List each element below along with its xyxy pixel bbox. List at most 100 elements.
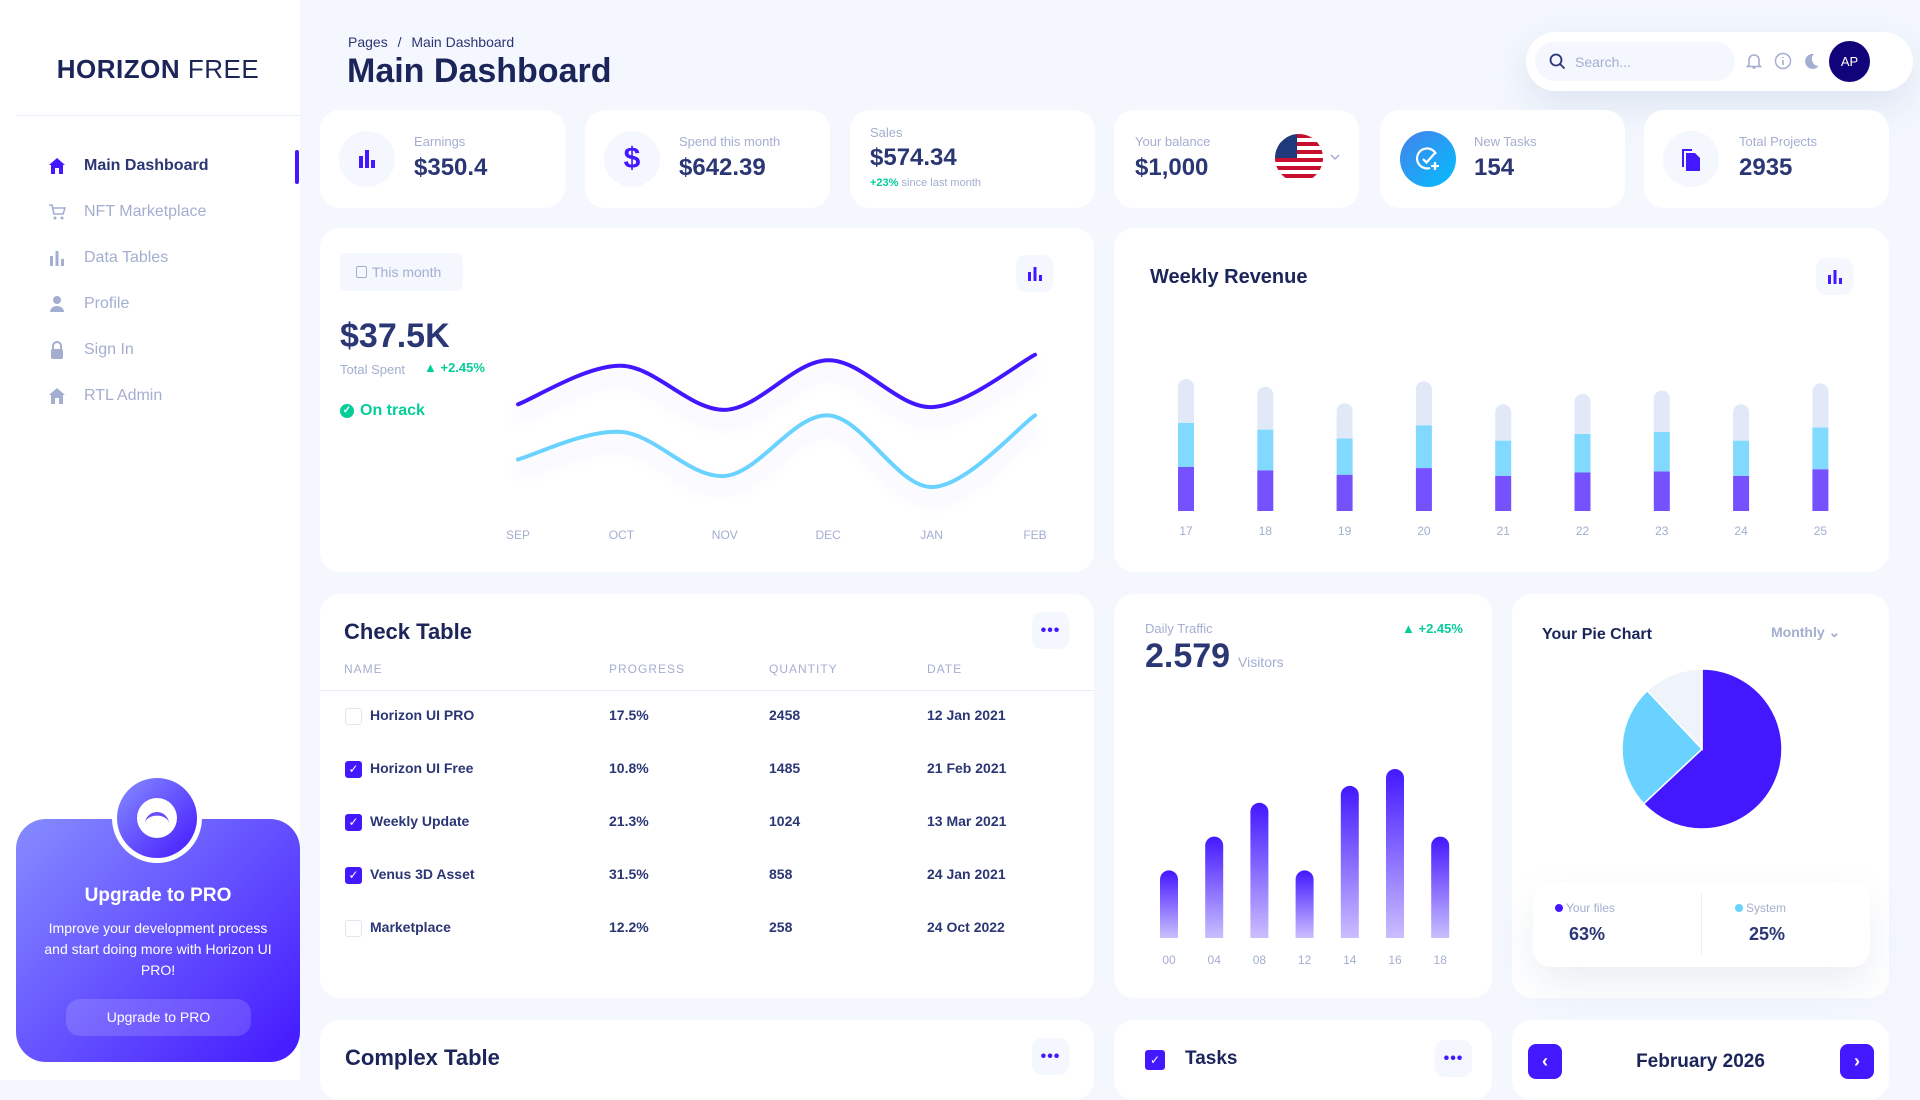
bar-segment [1415,468,1432,511]
row-checkbox[interactable] [345,708,362,725]
tasks-menu-button[interactable]: ••• [1435,1040,1472,1077]
calendar-month: February 2026 [1636,1051,1765,1072]
sidebar-item-sign-in[interactable]: Sign In [48,335,134,365]
stat-card-earnings: Earnings $350.4 [320,110,565,208]
cell-date: 24 Jan 2021 [927,866,1006,882]
upgrade-title: Upgrade to PRO [84,885,232,906]
check-circle-icon: ✓ [340,404,354,418]
bar-chart-icon [1027,266,1042,281]
bell-icon[interactable] [1746,52,1762,70]
column-header[interactable]: NAME [344,662,383,676]
bar-segment [1812,383,1829,428]
bar-segment [1336,403,1353,439]
period-button[interactable]: This month [340,253,463,291]
bar-segment [1178,379,1194,423]
search-input[interactable]: Search... [1535,42,1735,81]
row-checkbox[interactable]: ✓ [345,814,362,831]
bar-chart-icon [1827,269,1842,284]
traffic-bar [1340,785,1359,938]
daily-traffic-chart: 00 04 08 12 14 16 18 [1160,769,1450,967]
row-checkbox[interactable]: ✓ [345,761,362,778]
weekly-options-button[interactable] [1816,258,1853,295]
sidebar-item-main-dashboard[interactable]: Main Dashboard [48,151,208,181]
home-icon [49,388,65,404]
complex-table-title: Complex Table [345,1045,500,1070]
complex-table-menu-button[interactable]: ••• [1032,1038,1069,1075]
chevron-down-icon[interactable] [1330,154,1340,161]
tasks-checkbox-icon[interactable]: ✓ [1145,1050,1165,1070]
sidebar-item-nft-marketplace[interactable]: NFT Marketplace [48,197,206,227]
lock-icon [51,341,63,359]
x-tick-label: 12 [1298,953,1312,967]
projects-label: Total Projects [1739,134,1818,149]
cell-quantity: 258 [769,919,793,935]
next-month-button[interactable]: › [1840,1044,1874,1079]
pie-slice [1642,668,1783,830]
bar-segment [1574,472,1591,511]
info-icon[interactable] [1774,52,1792,70]
bar-segment [1733,440,1750,476]
chevron-down-icon: ⌄ [1828,624,1841,640]
person-icon [50,296,64,312]
breadcrumb-current[interactable]: Main Dashboard [411,34,515,50]
sidebar-item-data-tables[interactable]: Data Tables [48,243,168,273]
traffic-unit: Visitors [1238,654,1284,670]
spend-value: $642.39 [679,154,766,181]
x-tick-label: 21 [1497,524,1511,538]
bar-segment [1257,429,1274,471]
upgrade-button[interactable]: Upgrade to PRO [66,999,251,1036]
balance-value: $1,000 [1135,154,1209,181]
bar-chart-icon [359,150,375,168]
page-title: Main Dashboard [347,52,612,90]
tasks-icon-circle [1400,131,1456,187]
check-table-menu-button[interactable]: ••• [1032,612,1069,649]
bar-segment [1415,425,1432,469]
earnings-icon-circle [339,131,395,187]
legend-dot [1735,904,1743,912]
x-tick-label: NOV [712,528,738,542]
column-header[interactable]: DATE [927,662,963,676]
cell-name: Weekly Update [370,813,470,829]
column-header[interactable]: PROGRESS [609,662,686,676]
x-tick-label: 24 [1734,524,1748,538]
pie-title: Your Pie Chart [1542,626,1652,643]
pie-slice [1621,689,1704,805]
total-spent-card: This month $37.5K Total Spent ▲ +2.45% ✓… [320,228,1094,572]
cell-date: 24 Oct 2022 [927,919,1005,935]
cell-date: 12 Jan 2021 [927,707,1006,723]
logo: HORIZON FREE [56,54,260,84]
prev-month-button[interactable]: ‹ [1528,1044,1562,1079]
x-tick-label: 25 [1814,524,1828,538]
stat-card-projects: Total Projects 2935 [1644,110,1889,208]
dollar-icon: $ [604,131,660,187]
avatar[interactable]: AP [1829,41,1870,82]
row-checkbox[interactable] [345,920,362,937]
calendar-icon [356,266,367,278]
us-flag-icon[interactable] [1275,134,1323,182]
sidebar-item-label: Data Tables [84,249,169,266]
x-tick-label: 20 [1417,524,1431,538]
sales-label: Sales [870,125,903,140]
x-tick-label: 14 [1343,953,1357,967]
line-series-1 [516,413,1037,490]
cart-icon [49,204,66,220]
stat-card-sales: Sales $574.34 +23% since last month [850,110,1095,208]
row-checkbox[interactable]: ✓ [345,867,362,884]
chart-options-button[interactable] [1016,255,1053,292]
sidebar-item-rtl-admin[interactable]: RTL Admin [48,381,162,411]
check-table-title: Check Table [344,619,472,644]
moon-icon[interactable] [1802,52,1820,70]
breadcrumb-root[interactable]: Pages [348,34,388,50]
sidebar-item-profile[interactable]: Profile [48,289,129,319]
tasks-label: New Tasks [1474,134,1537,149]
table-divider [320,690,1094,691]
column-header[interactable]: QUANTITY [769,662,838,676]
cell-progress: 12.2% [609,919,649,935]
cell-name: Marketplace [370,919,451,935]
pie-period-select[interactable]: Monthly ⌄ [1771,624,1841,640]
bar-segment [1415,381,1432,426]
pie-chart [1621,668,1783,830]
bar-segment [1574,393,1591,434]
x-tick-label: 18 [1434,953,1448,967]
total-spent-label: Total Spent [340,362,406,377]
